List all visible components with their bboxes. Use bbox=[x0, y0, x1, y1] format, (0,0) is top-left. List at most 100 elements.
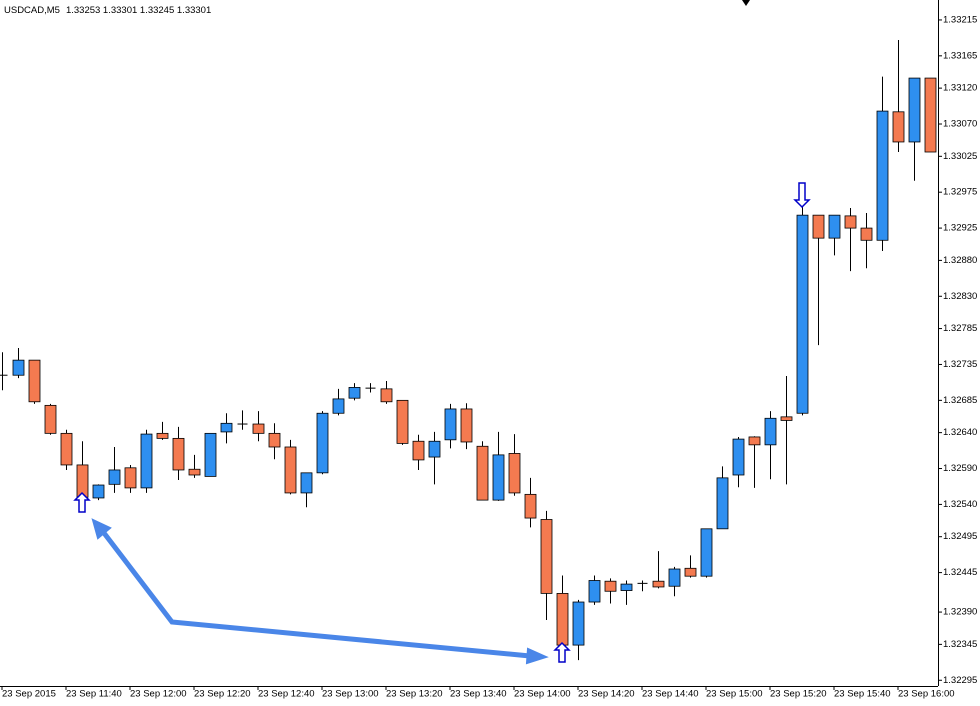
y-tick-label: 1.32295 bbox=[943, 675, 977, 686]
candle-body bbox=[28, 359, 41, 403]
y-tick-label: 1.33025 bbox=[943, 151, 977, 162]
candle-body bbox=[44, 404, 57, 434]
candle-body bbox=[124, 467, 137, 489]
candle-body bbox=[924, 77, 937, 153]
y-tick-label: 1.32685 bbox=[943, 395, 977, 406]
y-tick-label: 1.33165 bbox=[943, 50, 977, 61]
y-tick-label: 1.32345 bbox=[943, 639, 977, 650]
candle-body bbox=[268, 432, 281, 448]
y-tick-label: 1.32640 bbox=[943, 427, 977, 438]
candle-body bbox=[92, 484, 105, 499]
x-tick-label: 23 Sep 11:40 bbox=[66, 689, 122, 700]
candle-body bbox=[652, 580, 665, 588]
candle-body bbox=[188, 468, 201, 476]
candle-body bbox=[796, 214, 809, 414]
candle-body bbox=[460, 408, 473, 443]
candle-body bbox=[604, 580, 617, 592]
x-tick-label: 23 Sep 14:00 bbox=[514, 689, 571, 700]
candle-body bbox=[76, 464, 89, 498]
x-tick-label: 23 Sep 2015 bbox=[2, 689, 56, 700]
candle-body bbox=[316, 412, 329, 474]
candle-body bbox=[780, 416, 793, 421]
x-tick-label: 23 Sep 15:40 bbox=[834, 689, 891, 700]
candle-body bbox=[540, 519, 553, 594]
candle-body bbox=[204, 432, 217, 477]
y-tick-label: 1.33120 bbox=[943, 83, 977, 94]
candle-body bbox=[508, 453, 521, 494]
y-tick-label: 1.32390 bbox=[943, 607, 977, 618]
y-tick-label: 1.32925 bbox=[943, 223, 977, 234]
candle-body bbox=[732, 438, 745, 476]
candle-body bbox=[428, 440, 441, 458]
sell-arrow bbox=[793, 182, 811, 209]
candle-body bbox=[396, 399, 409, 444]
plot bbox=[0, 40, 937, 661]
x-tick-label: 23 Sep 12:20 bbox=[194, 689, 251, 700]
candle-body bbox=[60, 432, 73, 466]
x-tick-label: 23 Sep 12:00 bbox=[130, 689, 187, 700]
candle-body bbox=[700, 528, 713, 577]
candle-body bbox=[908, 77, 921, 143]
annotation-arrow bbox=[91, 518, 549, 665]
candle-body bbox=[668, 568, 681, 587]
y-tick-label: 1.32735 bbox=[943, 359, 977, 370]
candle-body bbox=[284, 446, 297, 494]
y-tick-label: 1.32445 bbox=[943, 567, 977, 578]
candle-body bbox=[156, 432, 169, 439]
candle-body bbox=[684, 567, 697, 577]
x-tick-label: 23 Sep 14:20 bbox=[578, 689, 635, 700]
buy-arrow bbox=[73, 491, 91, 513]
candle-body bbox=[108, 469, 121, 485]
candle-body bbox=[412, 440, 425, 461]
candle-body bbox=[876, 110, 889, 241]
candle-body bbox=[252, 423, 265, 434]
candle-body bbox=[444, 408, 457, 441]
y-tick-label: 1.32540 bbox=[943, 499, 977, 510]
x-tick-label: 23 Sep 13:40 bbox=[450, 689, 507, 700]
candle-body bbox=[748, 436, 761, 446]
x-tick-label: 23 Sep 12:40 bbox=[258, 689, 315, 700]
y-tick-label: 1.33070 bbox=[943, 119, 977, 130]
candle-body bbox=[348, 387, 361, 399]
candle-body bbox=[380, 388, 393, 403]
chart-header: USDCAD,M5 1.33253 1.33301 1.33245 1.33301 bbox=[4, 5, 211, 16]
y-tick-label: 1.32785 bbox=[943, 323, 977, 334]
chart-title: USDCAD,M5 bbox=[4, 5, 60, 16]
y-tick-label: 1.32495 bbox=[943, 531, 977, 542]
y-tick-label: 1.32880 bbox=[943, 255, 977, 266]
shift-marker bbox=[742, 0, 750, 6]
buy-arrow bbox=[553, 641, 571, 663]
x-tick-label: 23 Sep 14:40 bbox=[642, 689, 699, 700]
candle-body bbox=[524, 493, 537, 519]
candle-body bbox=[812, 214, 825, 239]
candle-body bbox=[172, 437, 185, 471]
candle-body bbox=[300, 472, 313, 494]
candle-body bbox=[220, 422, 233, 433]
candle-body bbox=[492, 454, 505, 501]
x-tick-label: 23 Sep 15:00 bbox=[706, 689, 763, 700]
candle-body bbox=[828, 214, 841, 239]
candle-body bbox=[588, 580, 601, 603]
x-tick-label: 23 Sep 13:20 bbox=[386, 689, 443, 700]
candle-body bbox=[844, 215, 857, 229]
y-tick-label: 1.32830 bbox=[943, 291, 977, 302]
x-tick-label: 23 Sep 15:20 bbox=[770, 689, 827, 700]
candle-body bbox=[140, 433, 153, 489]
candle-body bbox=[572, 601, 585, 646]
candle-body bbox=[620, 583, 633, 591]
candle-body bbox=[716, 477, 729, 530]
candle-body bbox=[764, 417, 777, 446]
chart-subtitle: 1.33253 1.33301 1.33245 1.33301 bbox=[66, 5, 211, 16]
candle-body bbox=[556, 593, 569, 646]
x-tick-label: 23 Sep 16:00 bbox=[898, 689, 955, 700]
candle-body bbox=[892, 111, 905, 143]
candle-body bbox=[12, 359, 25, 376]
y-tick-label: 1.33215 bbox=[943, 14, 977, 25]
y-tick-label: 1.32975 bbox=[943, 187, 977, 198]
x-tick-label: 23 Sep 13:00 bbox=[322, 689, 379, 700]
y-tick-label: 1.32590 bbox=[943, 463, 977, 474]
candle-body bbox=[860, 227, 873, 241]
candle-body bbox=[476, 445, 489, 501]
